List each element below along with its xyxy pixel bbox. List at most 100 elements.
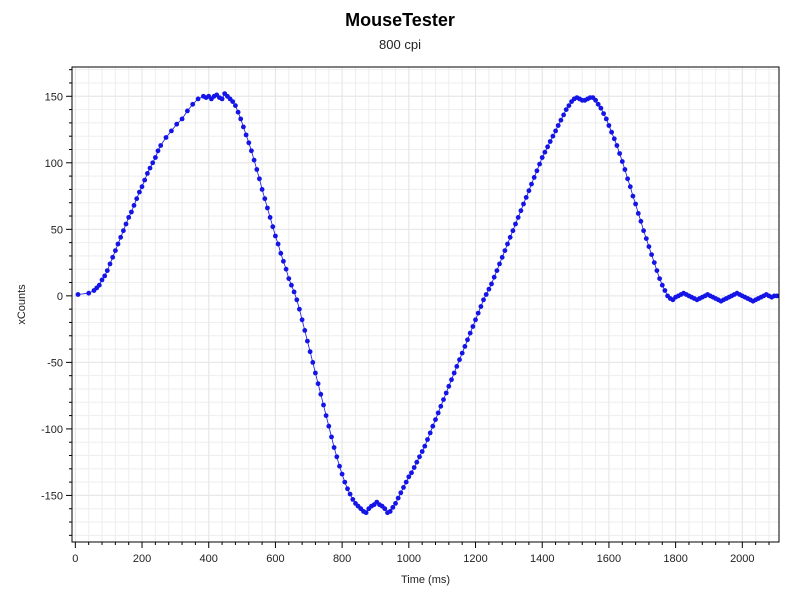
data-point <box>251 157 257 163</box>
data-point <box>489 281 494 287</box>
data-point <box>638 218 644 224</box>
data-point <box>278 250 284 256</box>
data-point <box>646 244 652 250</box>
chart-title: MouseTester <box>345 10 455 30</box>
data-point <box>542 149 548 155</box>
data-point <box>475 310 481 316</box>
data-point <box>137 189 142 195</box>
data-point <box>107 261 113 267</box>
data-point <box>462 344 468 349</box>
x-tick-label: 1400 <box>530 553 554 565</box>
data-point <box>321 402 326 408</box>
data-point <box>491 274 497 280</box>
data-point <box>110 254 116 260</box>
data-point <box>249 148 254 154</box>
data-point <box>411 465 417 470</box>
data-point <box>281 258 286 264</box>
x-tick-label: 0 <box>72 553 78 565</box>
data-point <box>523 195 529 200</box>
data-point <box>510 228 516 234</box>
data-point <box>305 338 310 344</box>
data-point <box>195 96 201 102</box>
data-point <box>145 171 150 176</box>
data-point <box>614 143 620 148</box>
data-point <box>104 268 110 273</box>
data-point <box>363 510 369 516</box>
data-point <box>611 136 617 142</box>
curve-layer <box>77 92 777 514</box>
data-point <box>595 101 601 107</box>
data-point <box>494 268 500 273</box>
data-point <box>409 470 414 476</box>
data-point <box>547 139 553 144</box>
data-point <box>483 292 489 297</box>
data-point <box>537 161 542 167</box>
data-point <box>139 184 145 190</box>
data-point <box>345 486 350 492</box>
x-tick-label: 600 <box>266 553 284 565</box>
y-tick-label: -50 <box>47 357 63 369</box>
data-point <box>267 215 273 220</box>
data-point <box>155 148 161 154</box>
data-point <box>398 490 404 496</box>
data-point <box>635 211 641 216</box>
data-point <box>558 117 564 123</box>
x-tick-label: 800 <box>333 553 351 565</box>
chart-subtitle: 800 cpi <box>379 37 421 52</box>
data-point <box>435 410 441 416</box>
data-point <box>121 228 126 234</box>
data-point <box>441 397 446 402</box>
data-point <box>550 133 556 139</box>
data-point <box>422 443 428 449</box>
data-point <box>315 381 321 387</box>
data-point <box>275 241 281 247</box>
y-axis: 150 100 50 0 -50 -100 -150 <box>41 69 72 536</box>
y-tick-label: 50 <box>51 224 63 236</box>
x-tick-label: 1200 <box>463 553 487 565</box>
data-point <box>609 129 614 135</box>
data-point <box>395 495 401 501</box>
data-point <box>486 286 492 292</box>
data-point <box>174 121 180 127</box>
data-point <box>651 260 657 265</box>
data-point <box>641 228 646 234</box>
data-point <box>310 360 316 365</box>
data-point <box>273 233 278 239</box>
data-point <box>467 330 473 336</box>
y-tick-label: -100 <box>41 424 63 436</box>
data-point <box>347 491 353 497</box>
data-point <box>118 234 124 240</box>
data-point <box>102 273 108 279</box>
data-point <box>286 276 292 281</box>
data-point <box>507 234 513 240</box>
data-point <box>625 176 630 182</box>
data-point <box>382 506 388 512</box>
y-tick-label: -150 <box>41 490 63 502</box>
data-point <box>307 349 313 355</box>
data-point <box>283 266 289 272</box>
y-tick-label: 0 <box>57 291 63 303</box>
x-tick-label: 1600 <box>597 553 621 565</box>
plot-area <box>71 66 780 543</box>
data-point <box>518 208 524 214</box>
data-point <box>563 107 569 112</box>
data-point <box>262 196 268 202</box>
data-point <box>403 479 409 485</box>
data-point <box>601 111 606 116</box>
y-tick-label: 100 <box>45 158 63 170</box>
data-point <box>265 205 270 211</box>
data-point <box>521 201 526 207</box>
data-point <box>457 357 462 363</box>
data-point <box>539 155 545 160</box>
data-point <box>526 188 532 194</box>
data-point <box>454 364 460 369</box>
data-point <box>150 160 156 166</box>
data-point <box>115 241 121 247</box>
data-point <box>126 215 132 220</box>
data-point <box>425 437 430 442</box>
data-point <box>243 132 249 138</box>
data-point <box>619 159 625 164</box>
data-point <box>163 135 169 140</box>
data-point <box>241 124 246 130</box>
data-point <box>531 175 537 180</box>
